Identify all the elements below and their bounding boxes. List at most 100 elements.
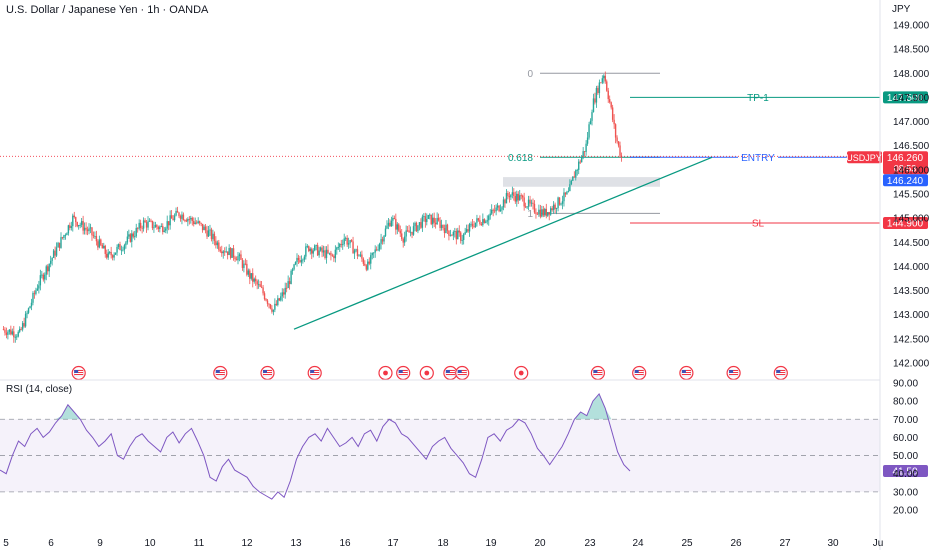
candle-body (141, 227, 143, 229)
candle-body (82, 221, 84, 231)
candle-body (103, 245, 105, 249)
rsi-indicator: 41.50 (0, 392, 928, 500)
candle-body (318, 250, 320, 256)
candle-body (432, 217, 434, 225)
us-flag-stripe (263, 370, 272, 371)
candle-body (327, 249, 329, 254)
candle-body (598, 82, 601, 94)
candle-body (451, 235, 453, 237)
candle-body (412, 226, 415, 235)
time-tick-label: 6 (48, 538, 54, 549)
us-flag-stripe (681, 372, 691, 373)
us-flag-icon[interactable] (455, 365, 470, 381)
candle-body (224, 251, 226, 253)
candle-body (342, 244, 344, 245)
price-pane[interactable]: 0 0.618 1 TP-1 SL ENTRY 147.500 144.900 USDJPY 1… (0, 69, 928, 381)
event-markers[interactable] (71, 365, 788, 381)
rsi-title[interactable]: RSI (14, close) (6, 384, 73, 395)
candle-body (390, 220, 393, 227)
us-flag-stripe (457, 372, 467, 373)
candle-body (324, 250, 326, 259)
price-axis[interactable]: 149.000 148.500 148.000 147.500 147.000 146.5… (879, 0, 930, 550)
candle-body (507, 193, 509, 197)
candle-body (594, 98, 596, 103)
time-tick-label: 23 (584, 538, 596, 549)
rsi-last-tag: 41.50 (892, 466, 917, 477)
jp-flag-icon[interactable] (378, 365, 393, 381)
candle-body (579, 161, 581, 163)
candle-body (41, 274, 43, 276)
price-tick-label: 146.000 (893, 165, 930, 176)
us-flag-icon[interactable] (71, 365, 86, 381)
candle-body (580, 156, 583, 163)
candle-body (578, 161, 580, 170)
candle-body (147, 221, 149, 228)
us-flag-icon[interactable] (679, 365, 694, 381)
rsi-pane[interactable]: 41.50 (0, 392, 928, 500)
us-flag-stripe (634, 370, 644, 371)
candle-body (321, 247, 323, 253)
candle-body (352, 241, 354, 254)
time-tick-label: 13 (290, 538, 302, 549)
rsi-tick-label: 70.00 (893, 415, 918, 426)
candle-body (516, 193, 518, 202)
rsi-last-tag-bg (883, 464, 928, 477)
time-tick-label: 18 (437, 538, 449, 549)
candle-body (547, 212, 549, 216)
candle-body (396, 224, 398, 230)
candle-body (347, 243, 350, 245)
candle-body (349, 240, 351, 244)
candle-body (94, 236, 96, 237)
jp-flag-icon[interactable] (419, 365, 434, 381)
candle-body (16, 336, 18, 338)
candle-body (169, 215, 171, 226)
us-flag-icon[interactable] (443, 365, 458, 381)
candle-body (144, 220, 146, 223)
fibonacci-retracement[interactable]: 0 0.618 1 (508, 69, 660, 220)
candle-body (420, 222, 422, 228)
candle-body (521, 195, 524, 198)
candle-body (272, 309, 275, 312)
time-tick-label: 19 (485, 538, 497, 549)
candle-body (371, 252, 373, 256)
us-flag-icon[interactable] (307, 365, 322, 381)
candle-body (182, 214, 185, 221)
us-flag-stripe (398, 374, 408, 375)
us-flag-icon[interactable] (726, 365, 741, 381)
trendline[interactable] (293, 156, 713, 330)
candle-body (479, 220, 481, 224)
time-axis[interactable]: 5 6 9 10 11 12 13 16 17 18 19 20 23 24 25 26 27 30 Ju (3, 538, 883, 549)
candle-body (545, 208, 547, 216)
candle-body (266, 300, 269, 304)
candle-body (557, 197, 559, 209)
candle-body (430, 214, 432, 225)
symbol-title[interactable]: U.S. Dollar / Japanese Yen · 1h · OANDA (6, 4, 209, 16)
candle-body (359, 254, 362, 256)
price-tick-label: 146.500 (893, 141, 930, 152)
candle-body (218, 242, 220, 250)
fib-level-label: 0.618 (508, 153, 533, 164)
us-flag-icon[interactable] (590, 365, 606, 381)
trade-levels[interactable]: TP-1 SL ENTRY 147.500 144.900 USDJPY 146.26008… (0, 91, 928, 229)
candle-body (70, 226, 73, 228)
candle-body (64, 235, 67, 236)
candle-body (75, 217, 77, 223)
us-flag-icon[interactable] (632, 365, 647, 381)
candle-body (592, 98, 595, 113)
us-flag-icon[interactable] (260, 365, 275, 381)
us-flag-stripe (776, 374, 786, 375)
candle-body (536, 213, 539, 215)
price-axis-labels: 149.000 148.500 148.000 147.500 147.000 146.5… (893, 21, 930, 370)
jp-flag-icon[interactable] (514, 365, 529, 381)
us-flag-icon[interactable] (213, 365, 228, 381)
candle-body (316, 245, 319, 256)
candle-body (554, 204, 556, 209)
us-flag-icon[interactable] (773, 365, 788, 381)
candle-body (83, 227, 86, 231)
candle-body (445, 224, 447, 233)
us-flag-canton (74, 370, 79, 373)
candle-body (226, 251, 229, 256)
candle-body (380, 239, 382, 244)
us-flag-icon[interactable] (396, 365, 411, 381)
